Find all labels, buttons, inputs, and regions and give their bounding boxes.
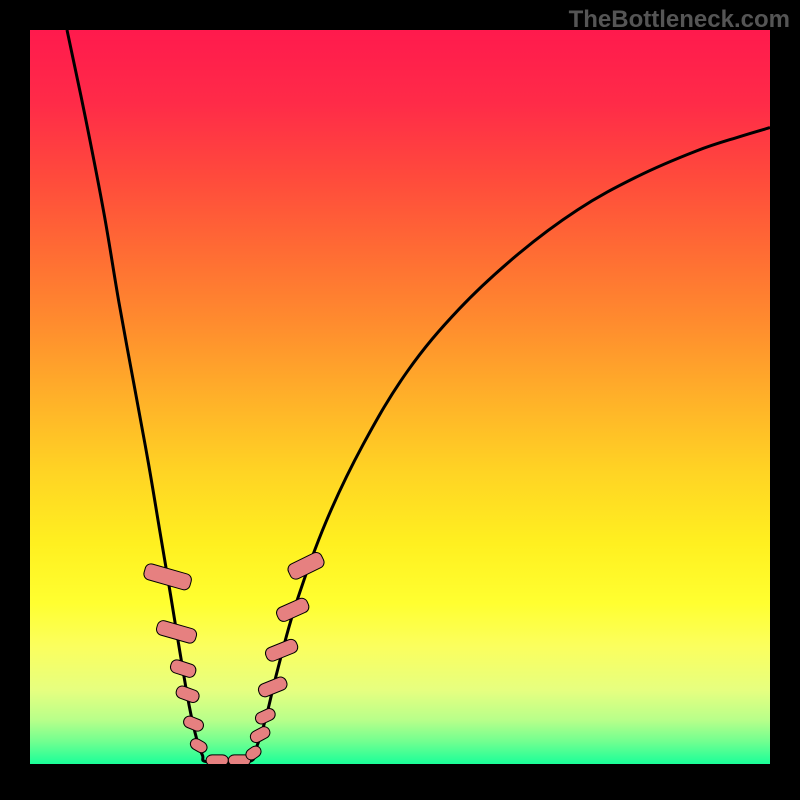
chart-container: TheBottleneck.com: [0, 0, 800, 800]
data-marker: [254, 707, 278, 726]
data-marker: [142, 562, 192, 591]
data-marker: [248, 725, 272, 745]
data-marker: [188, 736, 209, 754]
curve-layer: [30, 30, 770, 764]
plot-area: [30, 30, 770, 764]
data-marker: [169, 658, 198, 679]
data-marker: [182, 714, 205, 733]
data-marker: [174, 684, 200, 704]
data-marker: [206, 755, 228, 764]
bottleneck-curve: [67, 30, 770, 763]
